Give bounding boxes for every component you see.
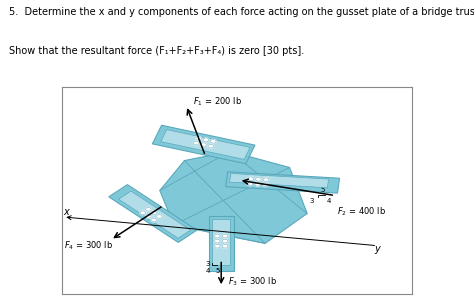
Circle shape: [215, 244, 220, 248]
Circle shape: [201, 143, 206, 146]
Circle shape: [215, 234, 220, 238]
Polygon shape: [118, 191, 191, 238]
Polygon shape: [152, 125, 255, 164]
Polygon shape: [229, 173, 328, 188]
Circle shape: [140, 211, 146, 215]
Circle shape: [151, 218, 156, 222]
Circle shape: [208, 144, 214, 148]
Circle shape: [247, 182, 253, 186]
Text: $F_1$ = 200 lb: $F_1$ = 200 lb: [193, 96, 242, 108]
Circle shape: [222, 239, 228, 243]
Text: x: x: [63, 207, 69, 217]
Text: Show that the resultant force (F₁+F₂+F₃+F₄) is zero [30 pts].: Show that the resultant force (F₁+F₂+F₃+…: [9, 46, 305, 56]
Circle shape: [203, 138, 209, 142]
Circle shape: [151, 211, 156, 215]
Text: 4: 4: [205, 268, 210, 274]
Text: $F_4$ = 300 lb: $F_4$ = 300 lb: [64, 239, 113, 252]
Text: $F_3$ = 300 lb: $F_3$ = 300 lb: [228, 275, 277, 288]
Circle shape: [263, 183, 268, 187]
Circle shape: [146, 207, 151, 211]
Circle shape: [222, 244, 228, 248]
Text: 4: 4: [327, 198, 331, 204]
Polygon shape: [209, 216, 234, 271]
Circle shape: [196, 136, 201, 140]
Circle shape: [222, 234, 228, 238]
Text: 5: 5: [215, 268, 219, 274]
Circle shape: [263, 178, 269, 181]
Circle shape: [215, 239, 220, 243]
Circle shape: [255, 177, 261, 181]
Circle shape: [146, 214, 151, 218]
Text: 5: 5: [321, 187, 325, 193]
Circle shape: [193, 141, 199, 145]
Polygon shape: [161, 130, 250, 159]
Circle shape: [210, 140, 216, 143]
Polygon shape: [212, 219, 230, 265]
Text: 3: 3: [205, 261, 210, 267]
Circle shape: [156, 214, 162, 218]
Text: 5.  Determine the x and y components of each force acting on the gusset plate of: 5. Determine the x and y components of e…: [9, 7, 474, 17]
Circle shape: [255, 182, 261, 186]
Circle shape: [248, 177, 254, 181]
Text: 3: 3: [310, 198, 314, 204]
Text: $F_2$ = 400 lb: $F_2$ = 400 lb: [337, 206, 386, 218]
Text: y: y: [374, 244, 380, 254]
Polygon shape: [226, 172, 339, 193]
Polygon shape: [109, 184, 197, 242]
Polygon shape: [160, 152, 307, 243]
